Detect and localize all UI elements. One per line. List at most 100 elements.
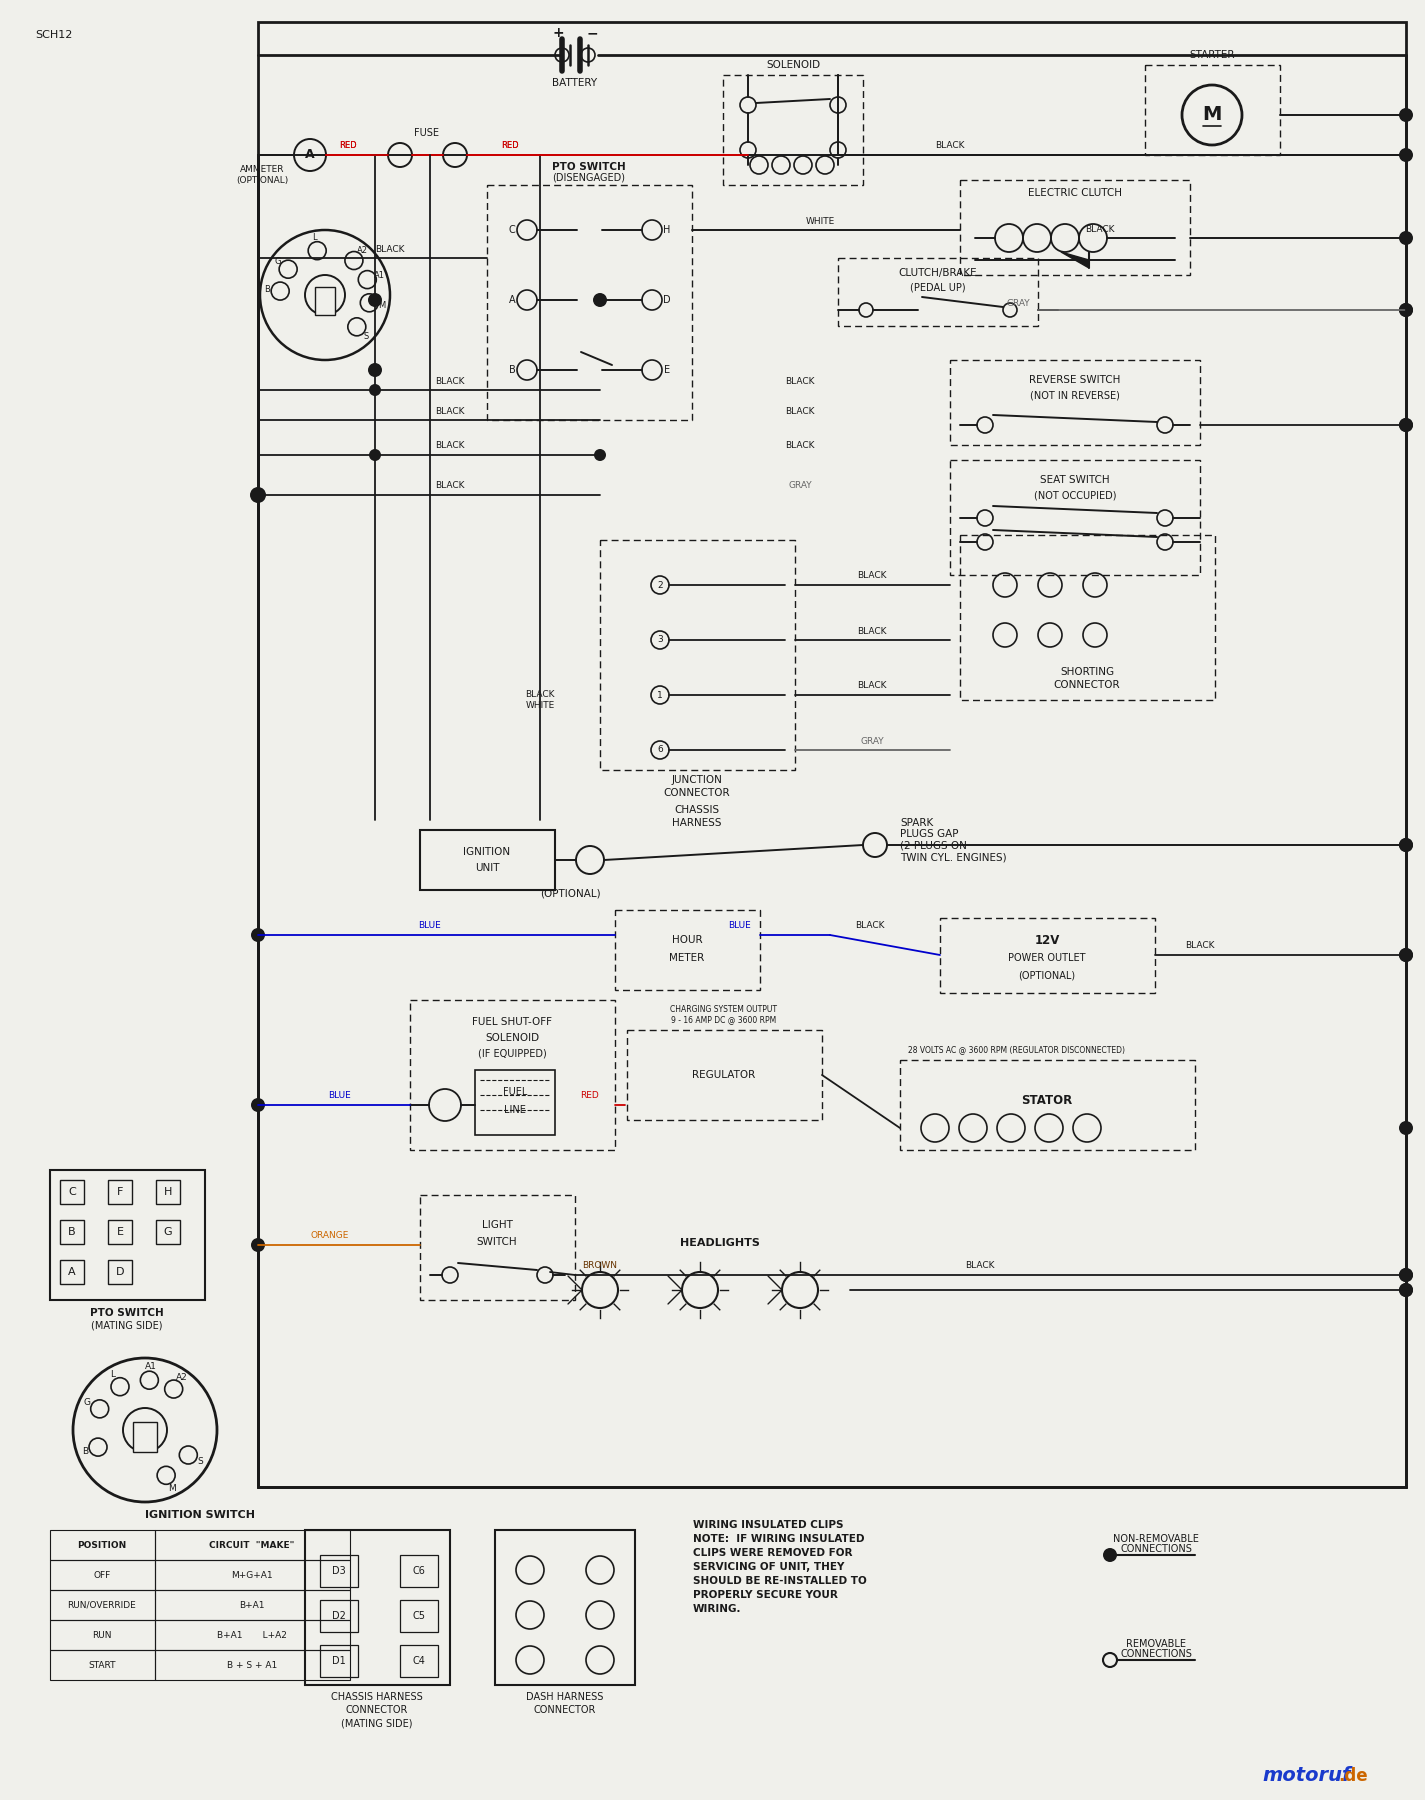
Bar <box>155 1181 180 1204</box>
Text: HEADLIGHTS: HEADLIGHTS <box>680 1238 760 1247</box>
Bar <box>960 535 1216 700</box>
Text: GRAY: GRAY <box>861 736 884 745</box>
Text: S: S <box>198 1458 204 1467</box>
Text: (PEDAL UP): (PEDAL UP) <box>911 283 966 293</box>
Text: BLACK: BLACK <box>785 407 815 416</box>
Text: C: C <box>509 225 516 236</box>
Text: METER: METER <box>670 952 704 963</box>
Text: FUSE: FUSE <box>415 128 439 139</box>
Text: 9 - 16 AMP DC @ 3600 RPM: 9 - 16 AMP DC @ 3600 RPM <box>671 1015 777 1024</box>
Text: BLACK: BLACK <box>435 481 465 490</box>
Text: BLACK: BLACK <box>935 142 965 151</box>
Text: L: L <box>312 234 318 243</box>
Circle shape <box>369 383 380 396</box>
Text: (MATING SIDE): (MATING SIDE) <box>91 1321 162 1330</box>
Text: CONNECTOR: CONNECTOR <box>534 1705 596 1715</box>
Text: 6: 6 <box>657 745 663 754</box>
Text: BLACK: BLACK <box>435 407 465 416</box>
Bar <box>50 1561 155 1589</box>
Text: RED: RED <box>339 142 356 151</box>
Text: AMMETER
(OPTIONAL): AMMETER (OPTIONAL) <box>237 166 288 185</box>
Bar <box>321 1600 358 1633</box>
Text: (DISENGAGED): (DISENGAGED) <box>553 173 626 184</box>
Bar <box>50 1170 205 1300</box>
Circle shape <box>1399 1267 1414 1282</box>
Text: B: B <box>81 1447 88 1456</box>
Text: D3: D3 <box>332 1566 346 1577</box>
Bar <box>321 1645 358 1678</box>
Bar <box>950 360 1200 445</box>
Bar <box>305 1530 450 1685</box>
Text: CLUTCH/BRAKE: CLUTCH/BRAKE <box>899 268 978 277</box>
Text: B+A1       L+A2: B+A1 L+A2 <box>217 1631 286 1640</box>
Text: SOLENOID: SOLENOID <box>485 1033 539 1042</box>
Text: OFF: OFF <box>94 1570 111 1580</box>
Bar <box>487 185 693 419</box>
Text: BATTERY: BATTERY <box>553 77 597 88</box>
Text: C5: C5 <box>412 1611 426 1622</box>
Bar <box>960 180 1190 275</box>
Text: C6: C6 <box>413 1566 426 1577</box>
Text: A1: A1 <box>373 270 385 279</box>
Text: CHASSIS HARNESS: CHASSIS HARNESS <box>331 1692 423 1703</box>
Polygon shape <box>1062 252 1089 268</box>
Text: FUEL SHUT-OFF: FUEL SHUT-OFF <box>472 1017 551 1028</box>
Text: H: H <box>164 1186 172 1197</box>
Bar <box>940 918 1156 994</box>
Bar <box>616 911 760 990</box>
Text: DASH HARNESS: DASH HARNESS <box>526 1692 604 1703</box>
Bar <box>50 1651 155 1679</box>
Bar <box>155 1561 351 1589</box>
Text: NON-REMOVABLE: NON-REMOVABLE <box>1113 1534 1198 1544</box>
Text: D: D <box>663 295 671 304</box>
Circle shape <box>593 293 607 308</box>
Text: 28 VOLTS AC @ 3600 RPM (REGULATOR DISCONNECTED): 28 VOLTS AC @ 3600 RPM (REGULATOR DISCON… <box>909 1046 1126 1055</box>
Bar <box>50 1589 155 1620</box>
Text: IGNITION: IGNITION <box>463 848 510 857</box>
Text: (OPTIONAL): (OPTIONAL) <box>1019 970 1076 979</box>
Text: A2: A2 <box>175 1373 188 1382</box>
Text: HARNESS: HARNESS <box>673 817 721 828</box>
Bar <box>60 1220 84 1244</box>
Circle shape <box>368 293 382 308</box>
Text: A: A <box>305 149 315 162</box>
Text: B: B <box>68 1228 76 1237</box>
Text: RUN/OVERRIDE: RUN/OVERRIDE <box>67 1600 137 1609</box>
Text: PTO SWITCH: PTO SWITCH <box>551 162 626 173</box>
Text: SPARK
PLUGS GAP
(2 PLUGS ON
TWIN CYL. ENGINES): SPARK PLUGS GAP (2 PLUGS ON TWIN CYL. EN… <box>901 817 1006 862</box>
Bar <box>60 1260 84 1283</box>
Text: ORANGE: ORANGE <box>311 1231 349 1240</box>
Bar <box>321 1555 358 1588</box>
Text: BLACK: BLACK <box>965 1262 995 1271</box>
Text: PTO SWITCH: PTO SWITCH <box>90 1309 164 1318</box>
Text: BLACK
WHITE: BLACK WHITE <box>526 689 554 709</box>
Text: CIRCUIT  "MAKE": CIRCUIT "MAKE" <box>209 1541 295 1550</box>
Bar <box>410 1001 616 1150</box>
Text: CONNECTOR: CONNECTOR <box>664 788 730 797</box>
Text: G: G <box>84 1399 91 1408</box>
Text: BLACK: BLACK <box>1186 941 1214 950</box>
Circle shape <box>1399 302 1414 317</box>
Text: M+G+A1: M+G+A1 <box>231 1570 272 1580</box>
Text: L: L <box>111 1370 115 1379</box>
Text: E: E <box>664 365 670 374</box>
Text: E: E <box>117 1228 124 1237</box>
Text: CHARGING SYSTEM OUTPUT: CHARGING SYSTEM OUTPUT <box>671 1006 778 1015</box>
Text: IGNITION SWITCH: IGNITION SWITCH <box>145 1510 255 1519</box>
Text: M: M <box>379 301 386 310</box>
Text: A2: A2 <box>356 247 368 256</box>
Circle shape <box>1399 1267 1414 1282</box>
Text: JUNCTION: JUNCTION <box>671 776 722 785</box>
Text: F: F <box>117 1186 123 1197</box>
Text: BROWN: BROWN <box>583 1262 617 1271</box>
Bar <box>155 1530 351 1561</box>
Circle shape <box>1399 108 1414 122</box>
Text: RED: RED <box>502 140 519 149</box>
Circle shape <box>594 448 606 461</box>
Text: LIGHT: LIGHT <box>482 1220 513 1229</box>
Text: CONNECTOR: CONNECTOR <box>1053 680 1120 689</box>
Text: BLUE: BLUE <box>329 1091 352 1100</box>
Text: (NOT OCCUPIED): (NOT OCCUPIED) <box>1033 490 1116 500</box>
Text: BLACK: BLACK <box>858 572 886 580</box>
Text: GRAY: GRAY <box>788 481 812 490</box>
